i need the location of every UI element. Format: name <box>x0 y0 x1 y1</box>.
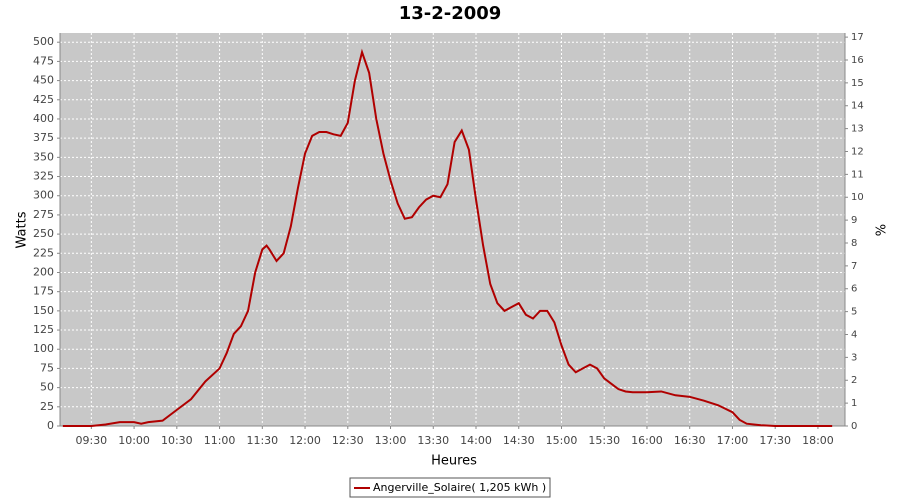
y2-tick-label: 0 <box>851 421 857 432</box>
x-tick-label: 16:30 <box>674 434 706 447</box>
y-tick-label: 500 <box>33 35 54 48</box>
y-tick-label: 400 <box>33 112 54 125</box>
y-tick-label: 75 <box>40 361 54 374</box>
y-tick-label: 225 <box>33 246 54 259</box>
legend-box <box>349 477 551 498</box>
y2-tick-label: 16 <box>851 55 864 66</box>
y2-tick-label: 12 <box>851 146 864 157</box>
y-tick-label: 375 <box>33 131 54 144</box>
x-tick-label: 13:00 <box>375 434 407 447</box>
y2-tick-label: 9 <box>851 215 857 226</box>
y2-tick-label: 10 <box>851 192 864 203</box>
y2-tick-label: 7 <box>851 261 857 272</box>
x-tick-label: 10:30 <box>161 434 193 447</box>
legend-label: Angerville_Solaire( 1,205 kWh ) <box>373 481 546 494</box>
x-axis-label: Heures <box>431 454 477 469</box>
x-tick-label: 11:00 <box>204 434 236 447</box>
y-tick-label: 175 <box>33 285 54 298</box>
data-line <box>62 48 833 427</box>
y-tick-label: 100 <box>33 342 54 355</box>
y2-tick-label: 3 <box>851 352 857 363</box>
y2-tick-label: 13 <box>851 124 864 135</box>
plot-area <box>60 33 845 426</box>
x-tick-label: 16:00 <box>631 434 663 447</box>
y-tick-label: 300 <box>33 189 54 202</box>
y-tick-label: 425 <box>33 93 54 106</box>
y2-tick-label: 2 <box>851 375 857 386</box>
y2-tick-label: 6 <box>851 284 857 295</box>
x-tick-label: 15:00 <box>546 434 578 447</box>
y2-tick-label: 4 <box>851 329 857 340</box>
x-tick-label: 14:00 <box>460 434 492 447</box>
x-tick-label: 17:00 <box>717 434 749 447</box>
y-tick-label: 200 <box>33 265 54 278</box>
y2-tick-label: 5 <box>851 307 857 318</box>
y-tick-label: 325 <box>33 170 54 183</box>
y2-tick-label: 17 <box>851 32 864 43</box>
x-tick-label: 15:30 <box>588 434 620 447</box>
y-tick-label: 450 <box>33 74 54 87</box>
x-tick-label: 17:30 <box>759 434 791 447</box>
x-tick-label: 12:00 <box>289 434 321 447</box>
y-tick-label: 25 <box>40 400 54 413</box>
y-tick-label: 350 <box>33 150 54 163</box>
x-tick-label: 09:30 <box>75 434 107 447</box>
y2-tick-label: 1 <box>851 398 857 409</box>
y2-tick-label: 15 <box>851 78 864 89</box>
chart-title: 13-2-2009 <box>399 3 502 24</box>
y2-tick-label: 11 <box>851 169 864 180</box>
y-tick-label: 250 <box>33 227 54 240</box>
x-tick-label: 14:30 <box>503 434 535 447</box>
y2-tick-label: 8 <box>851 238 857 249</box>
y-tick-label: 150 <box>33 304 54 317</box>
y-tick-label: 50 <box>40 381 54 394</box>
y-tick-label: 275 <box>33 208 54 221</box>
y-tick-label: 125 <box>33 323 54 336</box>
x-tick-label: 10:00 <box>118 434 150 447</box>
y-tick-label: 0 <box>47 419 54 432</box>
y-tick-label: 475 <box>33 54 54 67</box>
x-tick-label: 18:00 <box>802 434 834 447</box>
x-tick-label: 12:30 <box>332 434 364 447</box>
y2-tick-label: 14 <box>851 101 864 112</box>
x-tick-label: 11:30 <box>246 434 278 447</box>
x-tick-label: 13:30 <box>417 434 449 447</box>
y-axis-label: Watts <box>15 211 30 248</box>
y2-axis-label: % <box>875 224 890 236</box>
